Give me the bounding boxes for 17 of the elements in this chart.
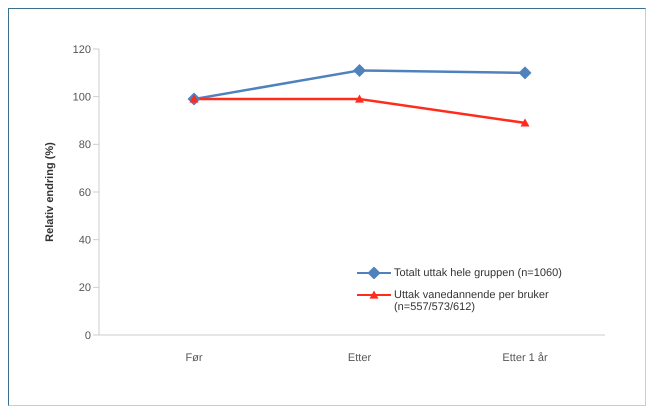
legend-label: Uttak vanedannende per bruker (n=557/573/612) [394, 289, 550, 313]
x-tick-label: Etter 1 år [502, 352, 548, 364]
point [518, 66, 532, 80]
point [355, 94, 364, 103]
x-tick-label: Etter [348, 352, 372, 364]
y-tick-label: 0 [84, 330, 91, 342]
point [520, 118, 530, 126]
y-tick-label: 120 [72, 44, 91, 56]
legend-label: Totalt uttak hele gruppen (n=1060) [394, 267, 562, 279]
y-tick-label: 60 [78, 186, 91, 199]
y-tick-label: 80 [78, 139, 91, 152]
y-tick-label: 100 [72, 92, 91, 104]
x-tick-label: Før [185, 352, 203, 364]
y-tick-label: 20 [78, 282, 91, 294]
y-tick-label: 40 [78, 234, 91, 247]
y-axis-title: Relativ endring (%) [44, 142, 56, 242]
point [353, 64, 366, 77]
